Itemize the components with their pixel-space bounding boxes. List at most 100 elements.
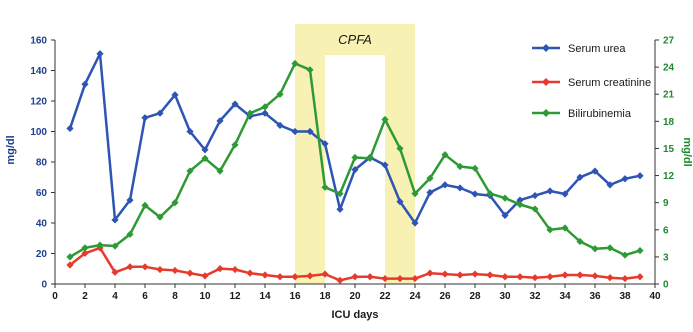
data-point-bilirubinemia[interactable] (396, 144, 404, 153)
data-point-bilirubinemia[interactable] (561, 224, 569, 232)
data-point-serum-urea[interactable] (111, 216, 119, 224)
data-point-serum-urea[interactable] (321, 140, 329, 148)
data-point-bilirubinemia[interactable] (501, 194, 509, 202)
data-point-bilirubinemia[interactable] (591, 245, 599, 253)
data-point-serum-urea[interactable] (156, 109, 164, 117)
data-point-serum-creatinine[interactable] (171, 266, 179, 275)
data-point-bilirubinemia[interactable] (381, 115, 389, 124)
data-point-serum-creatinine[interactable] (561, 271, 569, 279)
data-point-serum-urea[interactable] (441, 181, 449, 189)
data-point-bilirubinemia[interactable] (306, 66, 314, 74)
data-point-serum-creatinine[interactable] (456, 271, 464, 279)
data-point-serum-creatinine[interactable] (186, 269, 194, 277)
data-point-serum-creatinine[interactable] (351, 273, 359, 281)
data-point-serum-creatinine[interactable] (591, 272, 599, 280)
data-point-serum-urea[interactable] (456, 184, 464, 192)
data-point-serum-creatinine[interactable] (321, 270, 329, 278)
data-point-serum-urea[interactable] (636, 172, 644, 180)
data-point-serum-creatinine[interactable] (381, 274, 389, 283)
data-point-serum-urea[interactable] (591, 167, 599, 175)
data-point-bilirubinemia[interactable] (576, 237, 584, 246)
data-point-serum-urea[interactable] (276, 121, 284, 129)
data-point-serum-urea[interactable] (606, 181, 614, 189)
data-point-serum-creatinine[interactable] (366, 273, 374, 281)
data-point-serum-urea[interactable] (336, 205, 344, 213)
data-point-serum-creatinine[interactable] (261, 271, 269, 279)
data-point-serum-creatinine[interactable] (66, 261, 74, 269)
data-point-serum-urea[interactable] (306, 127, 314, 136)
data-point-bilirubinemia[interactable] (426, 174, 434, 182)
data-point-serum-urea[interactable] (411, 219, 419, 227)
data-point-serum-creatinine[interactable] (396, 274, 404, 283)
legend-item-bilirubinemia[interactable]: Bilirubinemia (532, 108, 632, 120)
data-point-serum-urea[interactable] (96, 50, 104, 58)
data-point-serum-creatinine[interactable] (81, 249, 89, 257)
data-point-serum-urea[interactable] (171, 91, 179, 99)
data-point-serum-creatinine[interactable] (156, 265, 164, 274)
data-point-serum-urea[interactable] (261, 109, 269, 117)
data-point-serum-creatinine[interactable] (471, 270, 479, 278)
data-point-serum-creatinine[interactable] (621, 274, 629, 283)
data-point-bilirubinemia[interactable] (216, 167, 224, 175)
data-point-serum-creatinine[interactable] (231, 265, 239, 274)
data-point-serum-creatinine[interactable] (411, 274, 419, 283)
data-point-serum-creatinine[interactable] (111, 268, 119, 276)
data-point-serum-creatinine[interactable] (606, 274, 614, 282)
legend-item-serum-urea[interactable]: Serum urea (532, 43, 626, 55)
data-point-bilirubinemia[interactable] (606, 244, 614, 252)
data-point-serum-creatinine[interactable] (516, 273, 524, 281)
data-point-serum-urea[interactable] (531, 191, 539, 200)
data-point-bilirubinemia[interactable] (321, 183, 329, 191)
data-point-serum-urea[interactable] (576, 173, 584, 181)
data-point-serum-urea[interactable] (471, 190, 479, 198)
data-point-bilirubinemia[interactable] (66, 253, 74, 261)
data-point-bilirubinemia[interactable] (516, 200, 524, 209)
data-point-serum-creatinine[interactable] (246, 269, 254, 277)
data-point-bilirubinemia[interactable] (636, 246, 644, 255)
data-point-bilirubinemia[interactable] (486, 190, 494, 198)
data-point-bilirubinemia[interactable] (246, 109, 254, 117)
data-point-bilirubinemia[interactable] (291, 59, 299, 68)
data-point-bilirubinemia[interactable] (126, 230, 134, 238)
data-point-serum-urea[interactable] (381, 161, 389, 169)
data-point-serum-urea[interactable] (186, 127, 194, 136)
data-point-serum-urea[interactable] (546, 187, 554, 195)
data-point-serum-urea[interactable] (231, 100, 239, 108)
data-point-serum-urea[interactable] (501, 211, 509, 219)
data-point-bilirubinemia[interactable] (531, 205, 539, 213)
data-point-bilirubinemia[interactable] (456, 162, 464, 171)
data-point-serum-creatinine[interactable] (141, 263, 149, 271)
data-point-serum-urea[interactable] (216, 117, 224, 125)
data-point-serum-creatinine[interactable] (426, 269, 434, 277)
data-point-bilirubinemia[interactable] (351, 153, 359, 162)
data-point-serum-urea[interactable] (141, 114, 149, 122)
data-point-serum-creatinine[interactable] (441, 270, 449, 278)
data-point-bilirubinemia[interactable] (171, 199, 179, 207)
data-point-serum-urea[interactable] (516, 196, 524, 204)
data-point-serum-creatinine[interactable] (336, 276, 344, 284)
data-point-bilirubinemia[interactable] (141, 201, 149, 209)
data-point-serum-urea[interactable] (66, 124, 74, 133)
data-point-bilirubinemia[interactable] (231, 141, 239, 149)
data-point-serum-urea[interactable] (126, 196, 134, 204)
data-point-bilirubinemia[interactable] (81, 244, 89, 252)
data-point-serum-urea[interactable] (351, 166, 359, 174)
data-point-bilirubinemia[interactable] (366, 154, 374, 162)
data-point-bilirubinemia[interactable] (111, 242, 119, 250)
data-point-serum-creatinine[interactable] (546, 273, 554, 281)
data-point-bilirubinemia[interactable] (261, 103, 269, 111)
data-point-serum-creatinine[interactable] (291, 273, 299, 281)
legend-item-serum-creatinine[interactable]: Serum creatinine (532, 77, 651, 89)
data-point-serum-creatinine[interactable] (276, 273, 284, 281)
data-point-bilirubinemia[interactable] (411, 190, 419, 198)
data-point-serum-urea[interactable] (426, 188, 434, 197)
data-point-serum-creatinine[interactable] (126, 263, 134, 271)
data-point-bilirubinemia[interactable] (336, 190, 344, 198)
data-point-serum-creatinine[interactable] (576, 271, 584, 279)
data-point-serum-urea[interactable] (396, 198, 404, 206)
data-point-serum-creatinine[interactable] (216, 265, 224, 273)
data-point-bilirubinemia[interactable] (471, 164, 479, 172)
data-point-serum-urea[interactable] (621, 175, 629, 183)
data-point-bilirubinemia[interactable] (186, 167, 194, 175)
data-point-bilirubinemia[interactable] (546, 226, 554, 234)
